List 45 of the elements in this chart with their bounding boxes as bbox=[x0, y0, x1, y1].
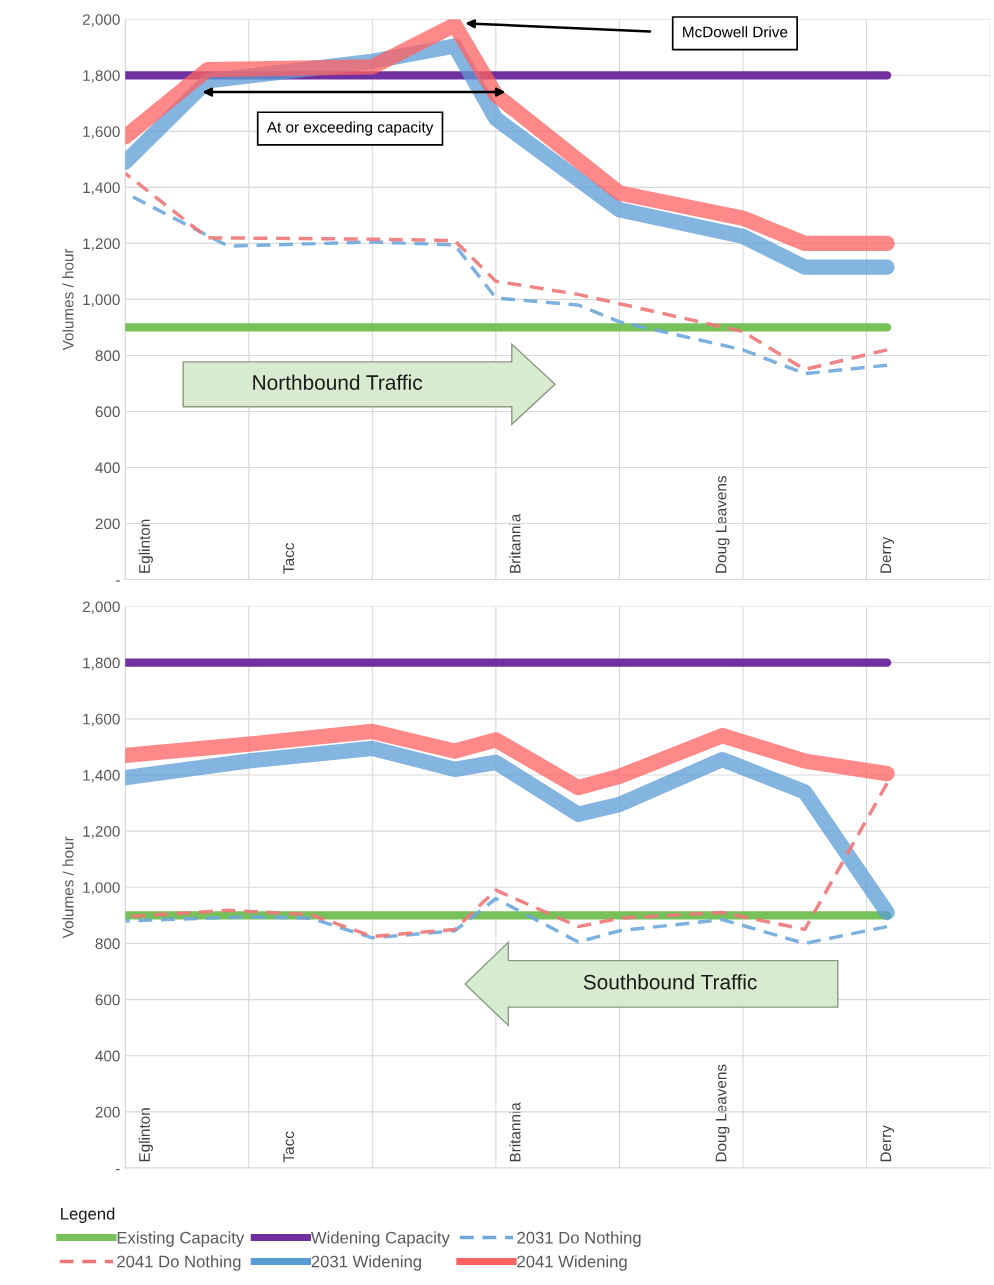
legend-label: 2031 Widening bbox=[311, 1255, 422, 1271]
legend-label: 2041 Do Nothing bbox=[117, 1255, 241, 1271]
annotation: Southbound Traffic bbox=[583, 974, 757, 990]
x-tick-label: Britannia bbox=[509, 513, 521, 573]
x-tick-label: Tacc bbox=[283, 542, 295, 574]
y-tick-label: 1,000 bbox=[83, 294, 120, 307]
y-tick-label: 400 bbox=[95, 1050, 120, 1062]
y-tick-label: 1,800 bbox=[83, 70, 120, 83]
y-axis-title: Volumes / hour bbox=[62, 836, 74, 939]
y-tick-label: 200 bbox=[95, 518, 120, 530]
y-tick-label: 200 bbox=[95, 1106, 120, 1118]
x-tick-label: Eglinton bbox=[138, 1108, 153, 1162]
y-tick-label: 800 bbox=[95, 350, 120, 362]
legend-title: Legend bbox=[61, 1207, 115, 1224]
y-tick-label: - bbox=[115, 1168, 120, 1171]
y-tick-label: 1,600 bbox=[83, 126, 120, 139]
y-tick-label: 1,200 bbox=[83, 238, 120, 251]
y-tick-label: 2,000 bbox=[82, 601, 120, 615]
y-tick-label: 2,000 bbox=[82, 14, 120, 27]
y-tick-label: 800 bbox=[95, 938, 120, 950]
y-tick-label: 1,400 bbox=[83, 182, 120, 195]
y-tick-label: 1,400 bbox=[83, 769, 120, 783]
y-tick-label: 1,200 bbox=[83, 826, 120, 839]
annotation: Northbound Traffic bbox=[253, 374, 423, 390]
x-tick-label: Britannia bbox=[509, 1102, 521, 1162]
y-tick-label: 600 bbox=[95, 406, 120, 418]
y-tick-label: - bbox=[115, 580, 120, 582]
x-tick-label: Doug Leavens bbox=[715, 476, 730, 573]
legend-label: Existing Capacity bbox=[117, 1231, 245, 1247]
x-tick-label: Eglinton bbox=[138, 519, 153, 573]
annotation: At or exceeding capacity bbox=[266, 121, 434, 136]
x-tick-label: Doug Leavens bbox=[715, 1064, 730, 1162]
y-tick-label: 1,800 bbox=[83, 657, 120, 671]
annotation: McDowell Drive bbox=[683, 26, 788, 38]
y-tick-label: 1,000 bbox=[83, 882, 120, 895]
x-tick-label: Derry bbox=[880, 536, 895, 573]
x-tick-label: Derry bbox=[880, 1125, 895, 1162]
y-tick-label: 600 bbox=[95, 994, 120, 1006]
y-tick-label: 1,600 bbox=[83, 713, 120, 727]
legend-label: 2041 Widening bbox=[517, 1255, 627, 1271]
y-tick-label: 400 bbox=[95, 462, 120, 474]
y-axis-title: Volumes / hour bbox=[62, 248, 74, 351]
legend-label: Widening Capacity bbox=[310, 1231, 450, 1247]
legend-label: 2031 Do Nothing bbox=[517, 1231, 641, 1247]
x-tick-label: Tacc bbox=[283, 1131, 295, 1163]
